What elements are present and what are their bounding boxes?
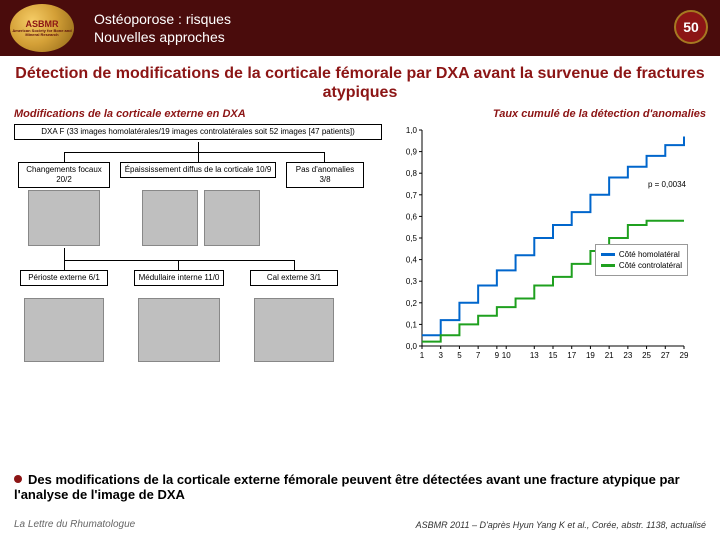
svg-text:1: 1	[420, 351, 425, 360]
header-title-line1: Ostéoporose : risques	[94, 10, 231, 28]
svg-text:0,4: 0,4	[406, 256, 418, 265]
svg-text:0,3: 0,3	[406, 278, 418, 287]
tree-l1b: Épaississement diffus de la corticale 10…	[120, 162, 276, 178]
svg-text:0,9: 0,9	[406, 148, 418, 157]
legend-swatch-homo	[601, 253, 615, 256]
sub-right: Taux cumulé de la détection d'anomalies	[493, 108, 706, 120]
body-row: DXA F (33 images homolatérales/19 images…	[14, 124, 706, 374]
svg-text:7: 7	[476, 351, 481, 360]
svg-text:0,2: 0,2	[406, 299, 418, 308]
subheadings-row: Modifications de la corticale externe en…	[14, 108, 706, 120]
svg-text:1,0: 1,0	[406, 126, 418, 135]
svg-text:0,6: 0,6	[406, 213, 418, 222]
legend-swatch-contro	[601, 264, 615, 267]
svg-text:0,1: 0,1	[406, 321, 418, 330]
svg-text:13: 13	[530, 351, 539, 360]
main-title: Détection de modifications de la cortica…	[14, 64, 706, 102]
legend-row: Côté controlatéral	[601, 261, 682, 270]
svg-text:27: 27	[661, 351, 670, 360]
slide-number-badge: 50	[674, 10, 708, 44]
svg-text:15: 15	[549, 351, 558, 360]
svg-text:9: 9	[495, 351, 500, 360]
header-title: Ostéoporose : risques Nouvelles approche…	[94, 10, 231, 46]
tree-l2b: Médullaire interne 11/0	[134, 270, 224, 286]
tree-diagram: DXA F (33 images homolatérales/19 images…	[14, 124, 384, 374]
logo-badge: ASBMR American Society for Bone and Mine…	[10, 4, 74, 52]
svg-text:3: 3	[438, 351, 443, 360]
footer-right: ASBMR 2011 – D'après Hyun Yang K et al.,…	[416, 520, 706, 530]
image-placeholder	[254, 298, 334, 362]
svg-text:10: 10	[502, 351, 511, 360]
image-placeholder	[24, 298, 104, 362]
svg-text:25: 25	[642, 351, 651, 360]
svg-text:21: 21	[605, 351, 614, 360]
tree-root: DXA F (33 images homolatérales/19 images…	[14, 124, 382, 140]
bullet-icon	[14, 475, 22, 483]
conclusion-text: Des modifications de la corticale extern…	[14, 472, 706, 502]
legend-row: Côté homolatéral	[601, 250, 682, 259]
cumulative-chart: 0,00,10,20,30,40,50,60,70,80,91,01357910…	[390, 124, 690, 374]
logo-subtext: American Society for Bone and Mineral Re…	[10, 29, 74, 37]
legend-label-contro: Côté controlatéral	[619, 261, 682, 270]
chart-legend: Côté homolatéral Côté controlatéral	[595, 244, 688, 276]
svg-text:19: 19	[586, 351, 595, 360]
sub-left: Modifications de la corticale externe en…	[14, 108, 246, 120]
image-placeholder	[138, 298, 220, 362]
svg-text:0,5: 0,5	[406, 234, 418, 243]
p-value: p = 0,0034	[648, 180, 686, 189]
content-area: Détection de modifications de la cortica…	[0, 56, 720, 374]
footer-left: La Lettre du Rhumatologue	[14, 519, 135, 530]
header-bar: ASBMR American Society for Bone and Mine…	[0, 0, 720, 56]
image-placeholder	[142, 190, 198, 246]
tree-l1c: Pas d'anomalies 3/8	[286, 162, 364, 187]
svg-text:17: 17	[567, 351, 576, 360]
tree-l1a: Changements focaux 20/2	[18, 162, 110, 187]
legend-label-homo: Côté homolatéral	[619, 250, 680, 259]
image-placeholder	[204, 190, 260, 246]
image-placeholder	[28, 190, 100, 246]
svg-text:0,7: 0,7	[406, 191, 418, 200]
svg-text:0,8: 0,8	[406, 170, 418, 179]
svg-text:5: 5	[457, 351, 462, 360]
svg-text:29: 29	[680, 351, 689, 360]
header-title-line2: Nouvelles approches	[94, 28, 231, 46]
svg-text:0,0: 0,0	[406, 342, 418, 351]
tree-l2a: Périoste externe 6/1	[20, 270, 108, 286]
svg-text:23: 23	[623, 351, 632, 360]
tree-l2c: Cal externe 3/1	[250, 270, 338, 286]
